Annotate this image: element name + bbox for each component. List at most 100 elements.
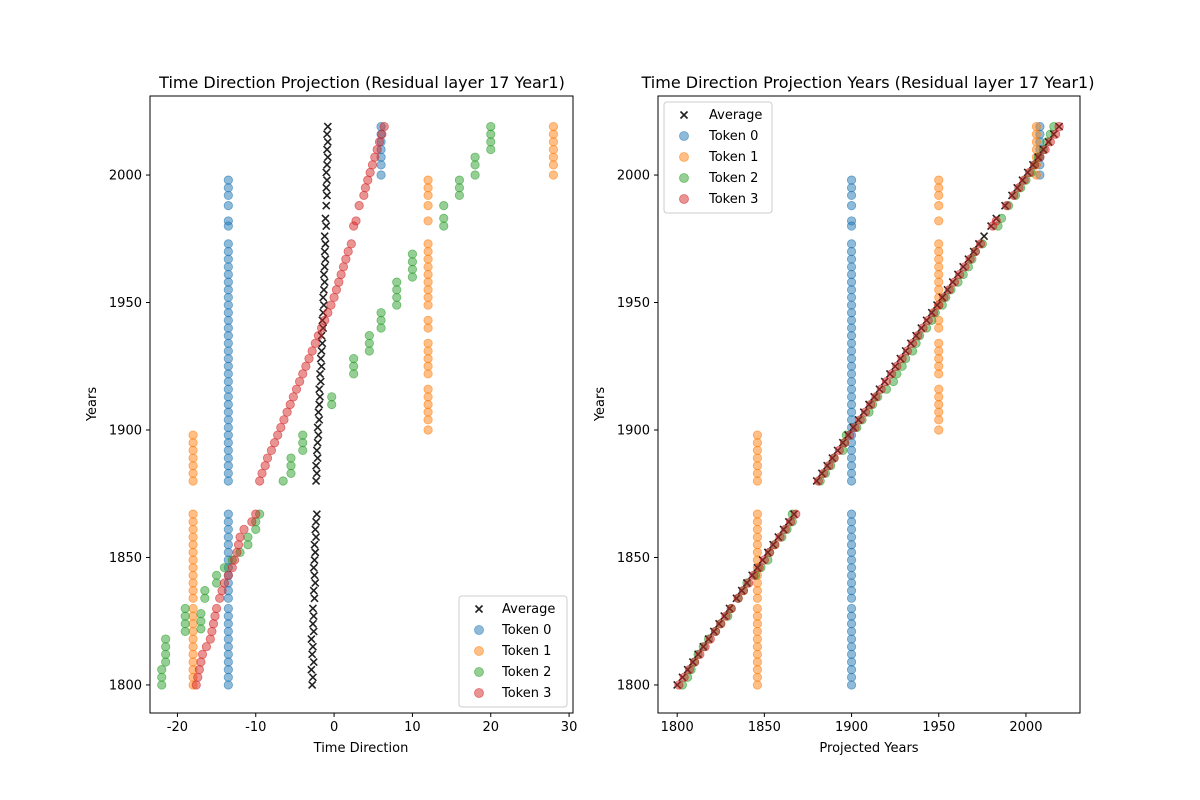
data-point-token-0 (223, 524, 233, 535)
data-point-token-3 (279, 415, 289, 425)
data-point-token-0 (846, 338, 857, 348)
data-point-token-3 (273, 430, 283, 440)
data-point-token-2 (349, 354, 359, 364)
data-point-token-2 (180, 626, 190, 637)
data-point-token-0 (846, 246, 857, 257)
right-legend-box (663, 101, 773, 214)
data-point-token-1 (934, 384, 944, 394)
data-point-token-2 (486, 137, 496, 147)
data-point-token-2 (196, 624, 206, 634)
data-point-token-3 (887, 369, 897, 379)
data-point-token-0 (846, 649, 857, 659)
data-point-average (310, 571, 319, 580)
data-point-token-0 (223, 285, 233, 295)
data-point-token-3 (360, 183, 371, 193)
data-point-token-0 (223, 430, 233, 440)
data-point-average (321, 255, 330, 264)
data-point-average (319, 293, 328, 302)
data-point-token-3 (334, 277, 344, 287)
left-plot-frame (149, 95, 574, 714)
data-point-average (312, 517, 321, 526)
data-point-token-3 (215, 593, 225, 603)
data-point-token-1 (934, 285, 944, 295)
data-point-token-0 (846, 586, 857, 596)
data-point-token-3 (301, 361, 311, 371)
data-point-token-1 (188, 540, 198, 550)
data-point-token-3 (217, 586, 227, 596)
data-point-token-0 (223, 547, 233, 557)
data-point-token-1 (752, 626, 762, 637)
data-point-token-3 (291, 384, 302, 394)
data-point-token-0 (846, 532, 857, 542)
data-point-average (312, 469, 321, 478)
left-series-average (307, 122, 332, 690)
data-point-average (313, 438, 322, 447)
data-point-token-2 (364, 331, 374, 341)
data-point-token-3 (304, 354, 314, 364)
data-point-token-1 (934, 407, 944, 417)
data-point-token-1 (752, 453, 762, 463)
data-point-token-0 (846, 361, 857, 371)
data-point-token-3 (1002, 201, 1012, 211)
data-point-average (309, 586, 318, 595)
data-point-token-2 (196, 608, 206, 619)
data-point-average (310, 540, 319, 549)
data-point-average (309, 627, 318, 636)
data-point-token-1 (188, 555, 198, 565)
data-point-token-1 (752, 672, 762, 682)
data-point-token-0 (223, 634, 233, 644)
data-point-token-0 (223, 354, 233, 364)
data-point-token-3 (370, 152, 380, 162)
data-point-token-0 (223, 369, 233, 379)
data-point-token-3 (918, 323, 928, 333)
data-point-token-0 (846, 354, 857, 364)
data-point-token-1 (934, 338, 944, 348)
data-point-token-0 (846, 445, 857, 455)
data-point-average (317, 362, 326, 371)
data-point-token-3 (323, 308, 333, 318)
data-point-token-0 (223, 476, 233, 486)
data-point-token-3 (359, 190, 369, 201)
data-point-token-3 (860, 407, 871, 417)
data-point-average (312, 510, 321, 519)
data-point-token-1 (423, 354, 433, 364)
data-point-token-2 (200, 586, 210, 596)
data-point-token-0 (846, 315, 857, 325)
data-point-token-3 (684, 665, 694, 675)
data-point-token-1 (188, 430, 198, 440)
data-point-token-3 (770, 540, 780, 550)
data-point-token-1 (188, 445, 198, 455)
data-point-token-3 (1045, 137, 1055, 147)
right-y-tick-label: 1900 (617, 423, 650, 438)
data-point-average (321, 239, 330, 248)
data-point-token-1 (752, 509, 762, 519)
data-point-token-0 (846, 563, 857, 573)
data-point-token-3 (282, 407, 292, 417)
data-point-token-3 (374, 137, 385, 147)
data-point-token-1 (423, 300, 433, 310)
legend-marker-average (474, 604, 484, 614)
data-point-token-3 (346, 239, 356, 249)
right-legend-label-token-3: Token 3 (708, 192, 758, 207)
data-point-token-0 (846, 603, 857, 614)
data-point-token-3 (819, 468, 829, 478)
data-point-token-0 (846, 468, 857, 478)
data-point-token-3 (210, 611, 220, 621)
data-point-token-1 (934, 369, 944, 379)
data-point-token-3 (367, 160, 378, 170)
legend-marker-average (679, 110, 689, 120)
data-point-token-3 (690, 657, 700, 667)
data-point-token-0 (846, 407, 857, 417)
left-x-axis-label: Time Direction (313, 741, 409, 756)
data-point-average (323, 122, 332, 131)
data-point-token-1 (188, 517, 198, 527)
data-point-token-3 (247, 517, 257, 527)
data-point-token-0 (223, 517, 233, 527)
data-point-average (314, 408, 323, 417)
data-point-token-3 (313, 331, 324, 341)
data-point-average (319, 285, 328, 294)
data-point-average (319, 270, 328, 279)
data-point-average (315, 369, 325, 378)
data-point-token-1 (934, 354, 944, 364)
data-point-token-0 (846, 524, 857, 535)
